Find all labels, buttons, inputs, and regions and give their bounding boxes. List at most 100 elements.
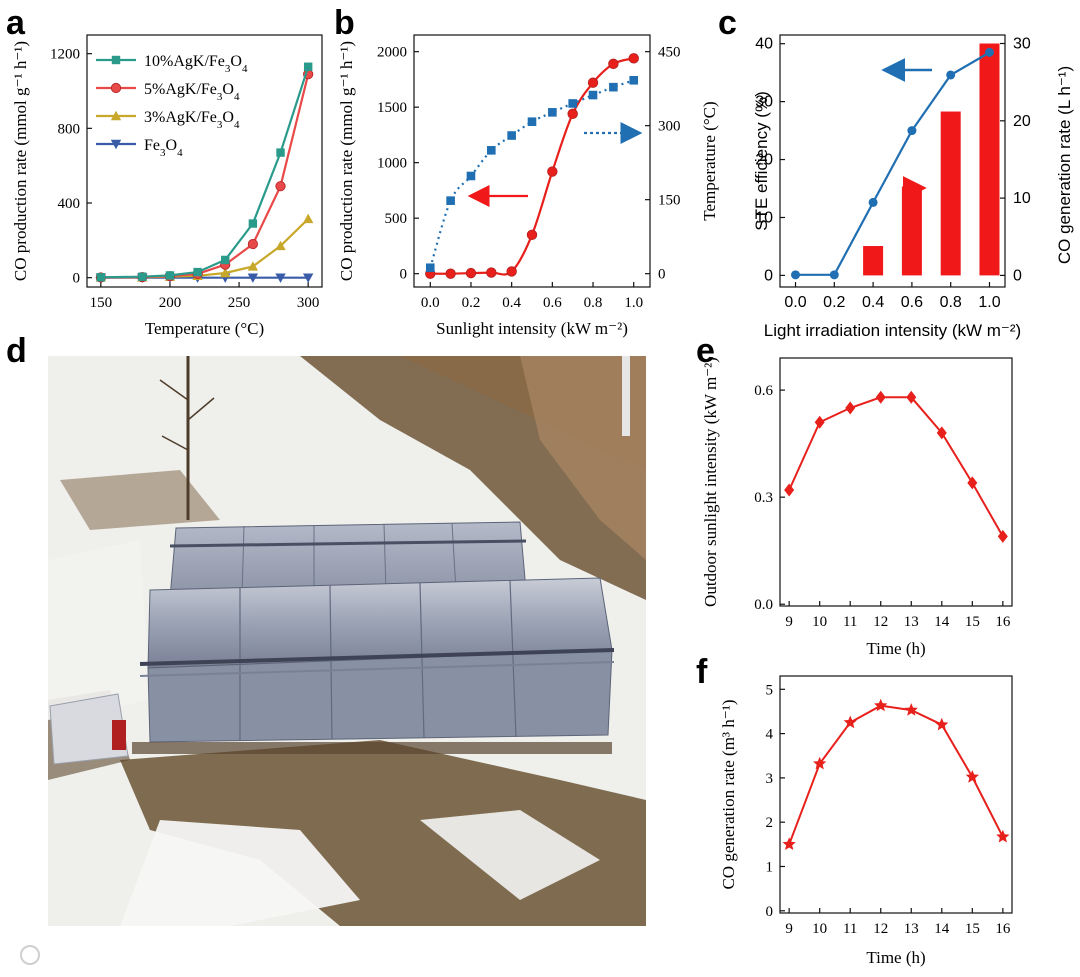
chart-e-xtick-label: 13 bbox=[904, 614, 919, 630]
chart-b-point bbox=[588, 90, 598, 100]
panel-letter-f: f bbox=[696, 653, 708, 691]
chart-b-series-line bbox=[429, 79, 635, 269]
chart-c-ytick-right-label: 10 bbox=[1013, 190, 1031, 207]
chart-e: 9 10 11 12 13 14 15 16 0.0 0.3 0.6 Time (h) Outdoor … bbox=[701, 357, 1013, 658]
chart-e-ytick-label: 0.0 bbox=[754, 597, 773, 613]
chart-f-point bbox=[782, 837, 796, 850]
chart-a-ytick-label: 800 bbox=[58, 121, 81, 137]
chart-b-point bbox=[608, 58, 619, 70]
chart-b-xtick-label: 1.0 bbox=[624, 295, 643, 311]
chart-a-point bbox=[303, 62, 313, 71]
chart-f-point bbox=[965, 770, 979, 783]
chart-a-xlabel: Temperature (°C) bbox=[145, 319, 264, 338]
chart-b: 0.0 0.2 0.4 0.6 0.8 1.0 0 500 1000 1500 2000 0 150 30… bbox=[337, 34, 681, 338]
chart-c-xtick-label: 0.6 bbox=[901, 294, 923, 311]
chart-a-point bbox=[276, 148, 285, 157]
chart-c-ytick-right-label: 20 bbox=[1013, 113, 1031, 130]
chart-b-xtick-label: 0.8 bbox=[584, 295, 603, 311]
chart-a-point bbox=[165, 271, 175, 280]
chart-f-ytick-label: 2 bbox=[766, 815, 774, 831]
chart-b-ytick-right-label: 300 bbox=[658, 119, 681, 135]
chart-f-xtick-label: 16 bbox=[995, 921, 1011, 937]
chart-e-xtick-label: 16 bbox=[995, 614, 1011, 630]
chart-e-xtick-label: 15 bbox=[965, 614, 980, 630]
chart-e-point bbox=[997, 529, 1008, 543]
chart-f-point bbox=[996, 829, 1010, 843]
chart-c-xtick-label: 0.0 bbox=[784, 294, 806, 311]
chart-f-frame bbox=[779, 675, 1013, 914]
chart-c-frame bbox=[779, 34, 1006, 288]
chart-c-point bbox=[984, 47, 994, 57]
panel-letter-c: c bbox=[718, 4, 737, 42]
chart-a-xtick-label: 300 bbox=[297, 295, 320, 311]
panel-letter-a: a bbox=[6, 4, 26, 42]
chart-a-point bbox=[247, 273, 259, 283]
chart-e-ylabel: Outdoor sunlight intensity (kW m⁻²) bbox=[701, 357, 720, 607]
chart-c-ytick-label: 30 bbox=[755, 94, 773, 111]
chart-c-bar bbox=[940, 111, 961, 276]
chart-a-legend-marker bbox=[110, 110, 122, 121]
chart-e-point bbox=[845, 401, 856, 415]
chart-a-point bbox=[275, 240, 286, 251]
chart-a-frame bbox=[86, 34, 323, 288]
chart-e-point bbox=[875, 390, 886, 404]
chart-b-point bbox=[567, 108, 578, 120]
chart-b-point bbox=[527, 117, 537, 127]
chart-a-point bbox=[247, 238, 258, 250]
chart-c-point bbox=[791, 270, 801, 280]
chart-f-point bbox=[843, 715, 857, 729]
chart-e-frame bbox=[779, 357, 1013, 607]
chart-b-point bbox=[547, 166, 558, 177]
chart-a-ytick-label: 400 bbox=[58, 196, 81, 212]
chart-b-point bbox=[629, 75, 639, 85]
chart-e-ytick-label: 0.6 bbox=[754, 383, 773, 399]
chart-a-legend-marker bbox=[110, 82, 122, 94]
chart-b-point bbox=[506, 266, 517, 277]
chart-c-ytick-right-label: 30 bbox=[1013, 36, 1031, 53]
chart-e-point bbox=[936, 426, 947, 440]
chart-a-point bbox=[302, 213, 314, 224]
chart-c-xtick-label: 0.2 bbox=[823, 294, 845, 311]
chart-e-xtick-label: 10 bbox=[812, 614, 827, 630]
chart-e-line bbox=[788, 396, 1004, 537]
chart-b-xtick-label: 0.2 bbox=[462, 295, 481, 311]
chart-a-point bbox=[275, 181, 286, 192]
watermark-logo-icon bbox=[20, 945, 40, 965]
chart-c-ylabel-right: CO generation rate (L h⁻¹) bbox=[1055, 66, 1074, 264]
chart-a-xtick-label: 200 bbox=[159, 295, 182, 311]
chart-c-xlabel: Light irradiation intensity (kW m⁻²) bbox=[764, 321, 1021, 340]
chart-a-xtick-label: 250 bbox=[228, 295, 251, 311]
chart-a-point bbox=[96, 273, 106, 282]
chart-b-xlabel: Sunlight intensity (kW m⁻²) bbox=[436, 319, 628, 338]
chart-b-point bbox=[548, 108, 557, 117]
chart-b-point bbox=[465, 267, 477, 279]
chart-b-xtick-label: 0.0 bbox=[421, 295, 440, 311]
chart-e-xlabel: Time (h) bbox=[866, 639, 925, 658]
chart-b-ytick-right-label: 450 bbox=[658, 45, 681, 61]
chart-a: 150 200 250 300 0 400 800 1200 Temperature (°C) C… bbox=[11, 34, 323, 338]
chart-e-point bbox=[906, 390, 917, 404]
chart-b-point bbox=[568, 99, 577, 108]
chart-a-point bbox=[220, 267, 231, 278]
chart-f-xtick-label: 11 bbox=[843, 921, 857, 937]
chart-b-xtick-label: 0.6 bbox=[543, 295, 562, 311]
chart-c-xtick-label: 0.8 bbox=[940, 294, 962, 311]
chart-c-line bbox=[795, 51, 991, 276]
chart-f-xtick-label: 15 bbox=[965, 921, 980, 937]
field-photo: 大数跨境 bbox=[20, 356, 646, 967]
chart-a-point bbox=[221, 255, 230, 265]
chart-f-point bbox=[904, 703, 918, 716]
chart-b-point bbox=[628, 53, 639, 64]
chart-e-ytick-label: 0.3 bbox=[754, 490, 773, 506]
chart-a-legend-label: 5%AgK/Fe3O4 bbox=[144, 81, 240, 103]
chart-c-xtick-label: 1.0 bbox=[978, 294, 1000, 311]
chart-b-ylabel-right: Temperature (°C) bbox=[700, 101, 719, 220]
chart-a-point bbox=[275, 273, 286, 283]
chart-f-point bbox=[813, 756, 827, 770]
chart-a-point bbox=[248, 219, 258, 228]
chart-b-series-line bbox=[430, 57, 634, 276]
chart-e-xtick-label: 12 bbox=[873, 614, 888, 630]
chart-a-legend-label: Fe3O4 bbox=[144, 137, 183, 159]
panel-letter-e: e bbox=[696, 332, 715, 370]
